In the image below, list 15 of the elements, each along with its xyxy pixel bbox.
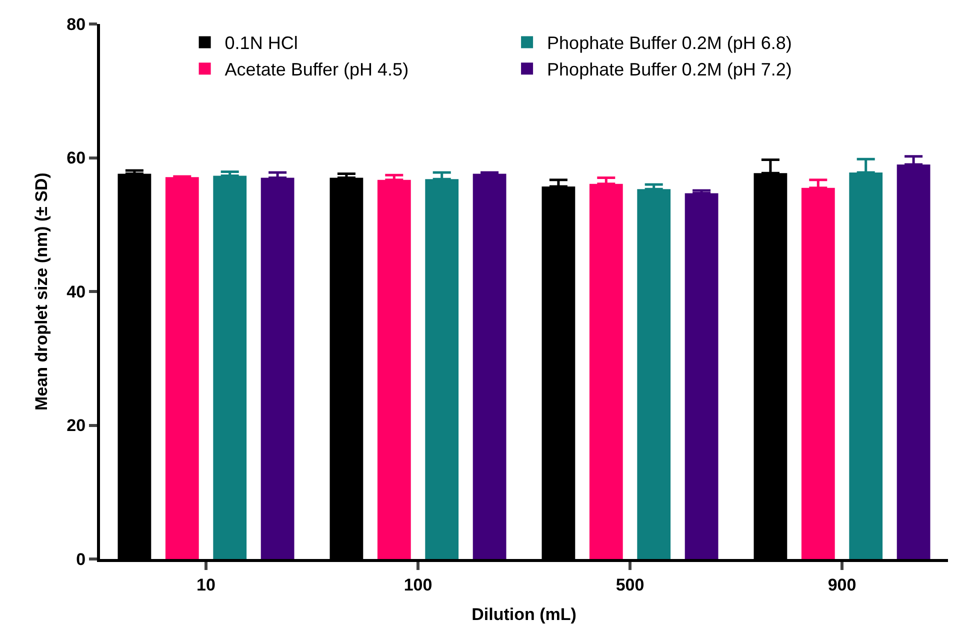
- y-tick-label: 40: [66, 282, 86, 302]
- y-tick-label: 80: [66, 14, 86, 34]
- legend-label: Phophate Buffer 0.2M (pH 7.2): [547, 60, 792, 80]
- legend-label: 0.1N HCl: [224, 33, 298, 54]
- legend-label: Acetate Buffer (pH 4.5): [224, 60, 409, 80]
- x-axis-title: Dilution (mL): [472, 604, 576, 624]
- legend-label: Phophate Buffer 0.2M (pH 6.8): [547, 33, 792, 54]
- x-tick-label: 500: [616, 575, 644, 594]
- y-tick-label: 60: [66, 148, 86, 168]
- x-tick-label: 10: [196, 575, 216, 594]
- x-tick-label: 900: [828, 575, 856, 594]
- x-tick-label: 100: [404, 575, 432, 594]
- y-tick-label: 20: [66, 416, 86, 436]
- y-tick-label: 0: [76, 550, 86, 569]
- y-axis-title: Mean droplet size (nm) (± SD): [32, 172, 52, 410]
